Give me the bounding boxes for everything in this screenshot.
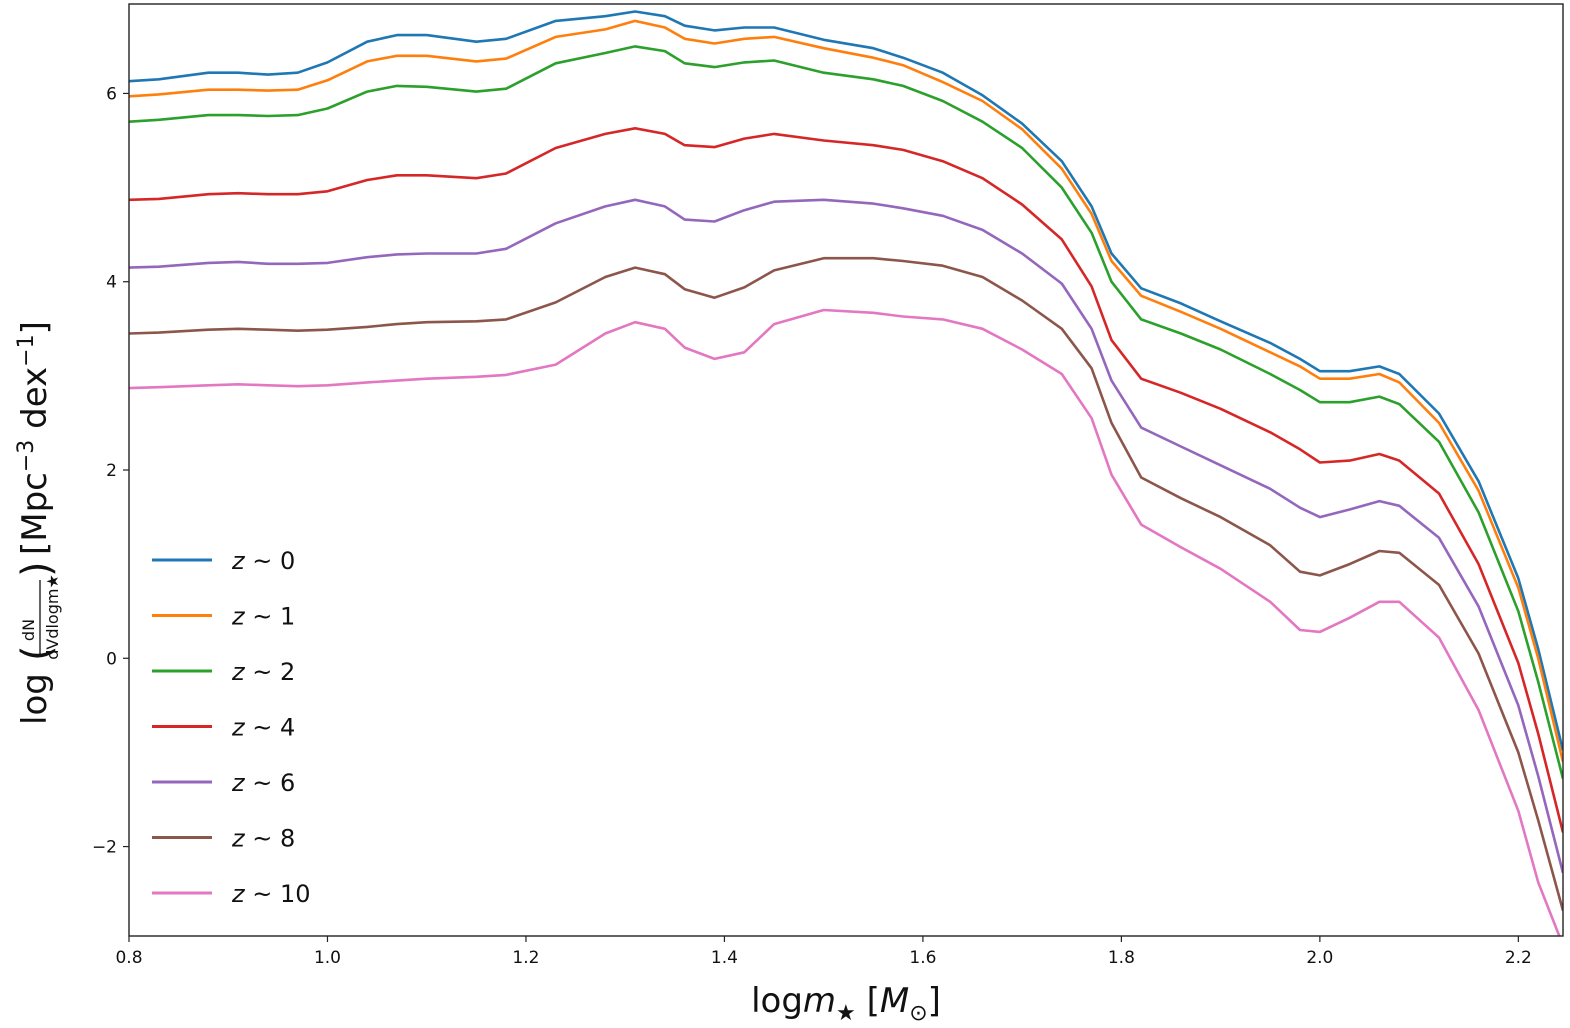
x-tick-label: 2.0	[1306, 948, 1333, 968]
legend-label-2: z ~ 2	[231, 658, 295, 686]
y-tick-label: 2	[106, 461, 117, 481]
svg-text:dN: dN	[19, 619, 38, 641]
series-line-3	[129, 127, 1563, 833]
svg-text:log: log	[15, 673, 55, 725]
series-line-5	[129, 256, 1563, 911]
x-axis-label: logm★ [M⊙]	[751, 981, 941, 1026]
x-tick-label: 0.8	[115, 948, 142, 968]
svg-text:(: (	[14, 645, 60, 661]
legend: z ~ 0 z ~ 1 z ~ 2 z ~ 4 z ~ 6 z ~ 8 z ~ 10	[152, 547, 311, 908]
legend-label-1: z ~ 1	[231, 603, 295, 631]
x-tick-label: 1.4	[711, 948, 738, 968]
legend-label-4: z ~ 6	[231, 769, 295, 797]
y-tick-label: 4	[106, 273, 117, 293]
series-lines	[129, 10, 1563, 936]
series-line-0	[129, 10, 1563, 751]
y-tick-label: 6	[106, 84, 117, 104]
y-axis-ticks: −2 0 2 4 6	[92, 84, 129, 858]
series-line-1	[129, 19, 1563, 763]
legend-label-3: z ~ 4	[231, 714, 295, 742]
svg-text:dVdlogm★: dVdlogm★	[43, 574, 62, 660]
series-line-2	[129, 45, 1563, 780]
series-line-4	[129, 198, 1563, 874]
x-tick-label: 1.6	[909, 948, 936, 968]
y-tick-label: −2	[92, 838, 117, 858]
svg-text:): )	[14, 561, 60, 577]
svg-text:[Mpc−3 dex−1]: [Mpc−3 dex−1]	[14, 321, 55, 555]
x-tick-label: 2.2	[1505, 948, 1532, 968]
legend-label-0: z ~ 0	[231, 547, 295, 575]
legend-label-6: z ~ 10	[231, 880, 311, 908]
x-tick-label: 1.8	[1108, 948, 1135, 968]
x-axis-ticks: 0.8 1.0 1.2 1.4 1.6 1.8 2.0 2.2	[115, 936, 1532, 968]
legend-label-5: z ~ 8	[231, 825, 295, 853]
x-tick-label: 1.0	[314, 948, 341, 968]
series-line-6	[129, 308, 1561, 936]
y-axis-label: log ( dN dVdlogm★ ) [Mpc−3 dex−1]	[14, 321, 62, 725]
y-tick-label: 0	[106, 649, 117, 669]
x-tick-label: 1.2	[512, 948, 539, 968]
